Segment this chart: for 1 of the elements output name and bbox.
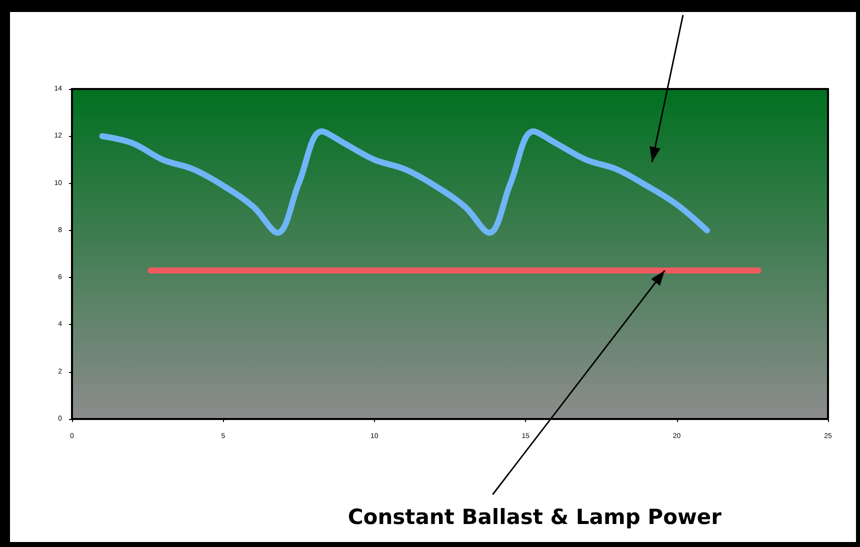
annotation: Constant Ballast & Lamp Power bbox=[348, 505, 722, 529]
